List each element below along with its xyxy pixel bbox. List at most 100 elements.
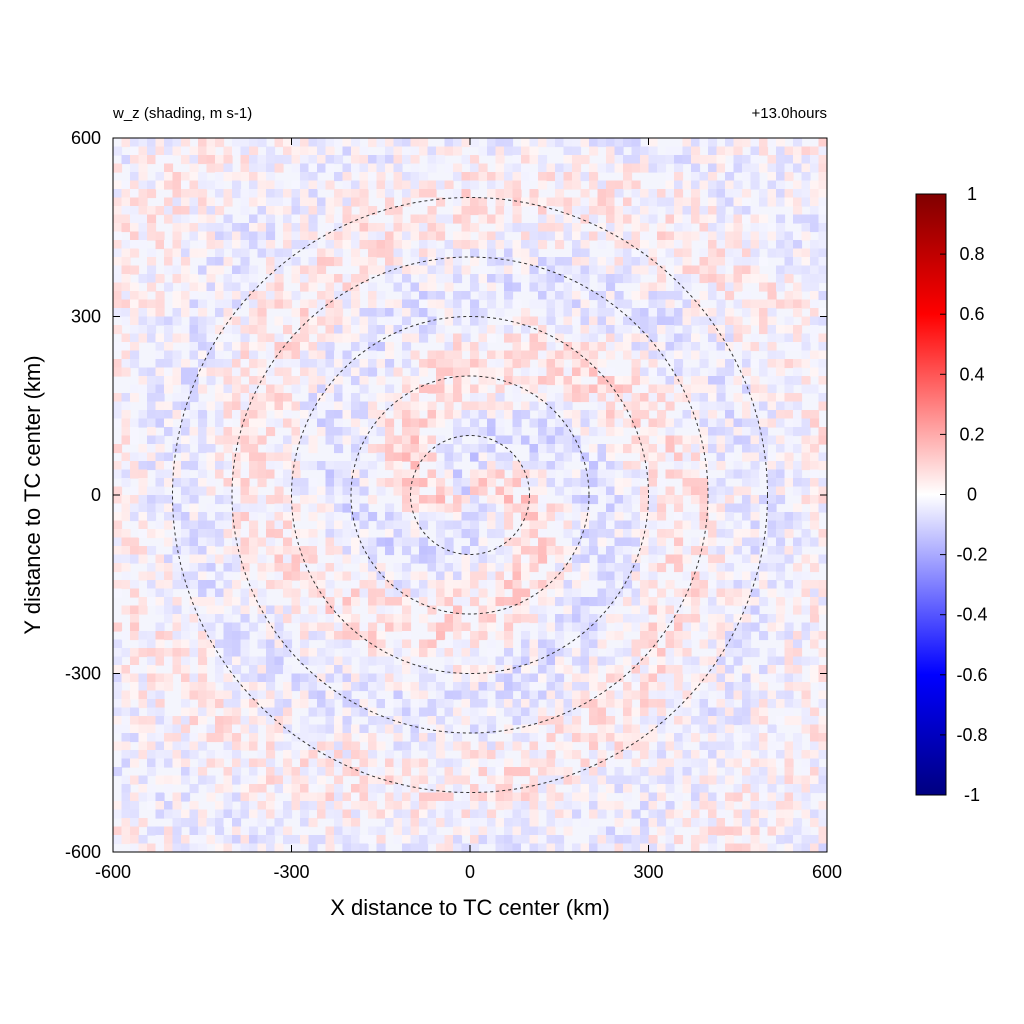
heatmap-cell bbox=[385, 342, 395, 352]
heatmap-cell bbox=[308, 818, 318, 828]
heatmap-cell bbox=[580, 282, 590, 292]
heatmap-cell bbox=[266, 801, 276, 811]
heatmap-cell bbox=[334, 138, 344, 148]
heatmap-cell bbox=[538, 767, 548, 777]
heatmap-cell bbox=[368, 631, 378, 641]
heatmap-cell bbox=[444, 299, 454, 309]
heatmap-cell bbox=[266, 707, 276, 717]
heatmap-cell bbox=[325, 580, 335, 590]
heatmap-cell bbox=[623, 733, 633, 743]
heatmap-cell bbox=[223, 818, 233, 828]
heatmap-cell bbox=[682, 665, 692, 675]
heatmap-cell bbox=[223, 274, 233, 284]
heatmap-cell bbox=[733, 138, 743, 148]
heatmap-cell bbox=[342, 665, 352, 675]
heatmap-cell bbox=[308, 163, 318, 173]
heatmap-cell bbox=[436, 546, 446, 556]
heatmap-cells bbox=[113, 138, 827, 852]
heatmap-cell bbox=[368, 291, 378, 301]
heatmap-cell bbox=[198, 248, 208, 258]
heatmap-cell bbox=[419, 274, 429, 284]
heatmap-cell bbox=[266, 639, 276, 649]
heatmap-cell bbox=[232, 699, 242, 709]
heatmap-cell bbox=[232, 580, 242, 590]
heatmap-cell bbox=[648, 537, 658, 547]
heatmap-cell bbox=[453, 843, 463, 852]
heatmap-cell bbox=[368, 648, 378, 658]
heatmap-cell bbox=[742, 809, 752, 819]
heatmap-cell bbox=[249, 554, 259, 564]
heatmap-cell bbox=[138, 750, 148, 760]
heatmap-cell bbox=[325, 673, 335, 683]
heatmap-cell bbox=[198, 554, 208, 564]
heatmap-cell bbox=[113, 588, 123, 598]
heatmap-cell bbox=[495, 359, 505, 369]
heatmap-cell bbox=[648, 571, 658, 581]
heatmap-cell bbox=[393, 597, 403, 607]
heatmap-cell bbox=[640, 384, 650, 394]
heatmap-cell bbox=[708, 257, 718, 267]
heatmap-cell bbox=[614, 427, 624, 437]
heatmap-cell bbox=[487, 571, 497, 581]
heatmap-cell bbox=[716, 155, 726, 165]
heatmap-cell bbox=[266, 648, 276, 658]
heatmap-cell bbox=[359, 316, 369, 326]
heatmap-cell bbox=[708, 665, 718, 675]
heatmap-cell bbox=[206, 316, 216, 326]
heatmap-cell bbox=[308, 282, 318, 292]
heatmap-cell bbox=[240, 495, 250, 505]
heatmap-cell bbox=[359, 155, 369, 165]
heatmap-cell bbox=[648, 580, 658, 590]
heatmap-cell bbox=[291, 563, 301, 573]
heatmap-cell bbox=[682, 325, 692, 335]
heatmap-cell bbox=[291, 180, 301, 190]
heatmap-cell bbox=[181, 843, 191, 852]
heatmap-cell bbox=[274, 469, 284, 479]
heatmap-cell bbox=[223, 461, 233, 471]
heatmap-cell bbox=[444, 333, 454, 343]
heatmap-cell bbox=[563, 614, 573, 624]
heatmap-cell bbox=[291, 418, 301, 428]
heatmap-cell bbox=[206, 180, 216, 190]
heatmap-cell bbox=[606, 478, 616, 488]
heatmap-cell bbox=[376, 537, 386, 547]
heatmap-cell bbox=[716, 716, 726, 726]
heatmap-cell bbox=[623, 342, 633, 352]
heatmap-cell bbox=[385, 792, 395, 802]
heatmap-cell bbox=[325, 257, 335, 267]
heatmap-cell bbox=[206, 580, 216, 590]
heatmap-cell bbox=[172, 563, 182, 573]
heatmap-cell bbox=[708, 291, 718, 301]
heatmap-cell bbox=[504, 359, 514, 369]
heatmap-cell bbox=[342, 461, 352, 471]
heatmap-cell bbox=[614, 546, 624, 556]
heatmap-cell bbox=[283, 673, 293, 683]
heatmap-cell bbox=[266, 333, 276, 343]
heatmap-cell bbox=[402, 495, 412, 505]
heatmap-cell bbox=[368, 809, 378, 819]
heatmap-cell bbox=[495, 206, 505, 216]
heatmap-cell bbox=[342, 690, 352, 700]
heatmap-cell bbox=[121, 750, 131, 760]
heatmap-cell bbox=[708, 614, 718, 624]
heatmap-cell bbox=[725, 631, 735, 641]
heatmap-cell bbox=[546, 605, 556, 615]
heatmap-cell bbox=[487, 469, 497, 479]
heatmap-cell bbox=[393, 588, 403, 598]
heatmap-cell bbox=[546, 750, 556, 760]
heatmap-cell bbox=[487, 682, 497, 692]
heatmap-cell bbox=[317, 690, 327, 700]
heatmap-cell bbox=[300, 427, 310, 437]
heatmap-cell bbox=[402, 469, 412, 479]
heatmap-cell bbox=[410, 257, 420, 267]
heatmap-cell bbox=[546, 809, 556, 819]
heatmap-cell bbox=[444, 648, 454, 658]
heatmap-cell bbox=[368, 299, 378, 309]
heatmap-cell bbox=[164, 350, 174, 360]
heatmap-cell bbox=[147, 376, 157, 386]
heatmap-cell bbox=[597, 444, 607, 454]
heatmap-cell bbox=[317, 758, 327, 768]
heatmap-cell bbox=[410, 809, 420, 819]
heatmap-cell bbox=[529, 529, 539, 539]
heatmap-cell bbox=[521, 792, 531, 802]
